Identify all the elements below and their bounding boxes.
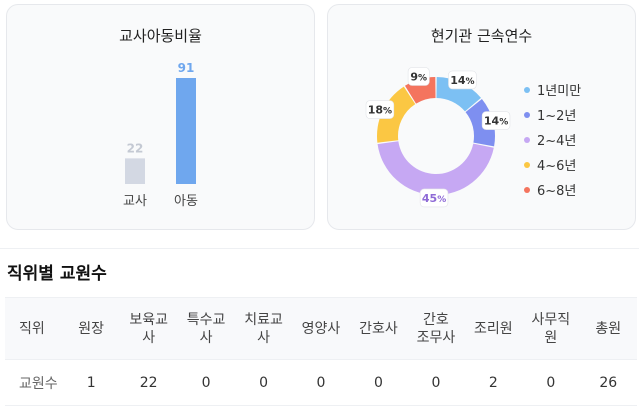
legend-item: 4~6년	[524, 152, 581, 177]
slice-value-label: 14%	[448, 70, 477, 90]
table-cell: 0	[292, 359, 350, 406]
tenure-donut-chart: 14% 14% 45% 18% 9%	[365, 67, 511, 208]
legend-item: 6~8년	[524, 177, 581, 202]
legend-item: 2~4년	[524, 127, 581, 152]
svg-text:9%: 9%	[410, 70, 427, 83]
bar-category-label: 아동	[174, 194, 198, 209]
donut-slice-1년미만	[436, 77, 482, 112]
table-cell: 1	[62, 359, 120, 406]
bar-value-label: 91	[178, 61, 195, 75]
row-label: 교원수	[5, 359, 63, 406]
donut-slice-4~6년	[377, 86, 416, 143]
legend-dot	[524, 161, 530, 168]
tenure-card: 현기관 근속연수 14% 14% 45% 18% 9% 1년미만 1~2년 2~4년 4~6년…	[327, 4, 636, 230]
slice-value-label: 18%	[365, 100, 395, 119]
donut-slice-2~4년	[377, 141, 494, 196]
svg-text:18%: 18%	[368, 104, 392, 117]
column-header: 간호 조무사	[407, 297, 465, 360]
table-cell: 0	[349, 359, 408, 406]
legend-dot	[524, 136, 530, 143]
svg-text:14%: 14%	[484, 115, 508, 128]
legend-label: 1년미만	[537, 84, 582, 99]
legend-dot	[524, 111, 530, 118]
tenure-legend: 1년미만 1~2년 2~4년 4~6년 6~8년	[524, 77, 581, 202]
column-header: 영양사	[292, 297, 350, 360]
donut-slice-1~2년	[465, 98, 495, 147]
legend-dot	[524, 86, 530, 93]
table-cell: 0	[407, 359, 465, 406]
slice-value-label: 9%	[407, 67, 430, 86]
legend-label: 4~6년	[537, 159, 577, 174]
teacher-child-ratio-card: 교사아동비율 22 교사 91 아동	[6, 4, 315, 230]
bar-교사	[125, 158, 145, 184]
legend-label: 6~8년	[537, 184, 577, 199]
column-header: 조리원	[464, 297, 523, 360]
table-cell: 2	[464, 359, 523, 406]
ratio-bar-chart: 22 교사 91 아동	[123, 61, 198, 209]
tenure-card-title: 현기관 근속연수	[430, 27, 533, 45]
column-header: 원장	[62, 297, 120, 360]
ratio-card-title: 교사아동비율	[119, 27, 202, 45]
column-header: 간호사	[349, 297, 408, 360]
bar-category-label: 교사	[123, 194, 147, 209]
column-header: 직위	[5, 297, 63, 360]
column-header: 사무직 원	[522, 297, 580, 360]
table-cell: 26	[579, 359, 637, 406]
svg-text:45%: 45%	[422, 192, 446, 205]
bar-아동	[176, 78, 196, 184]
column-header: 보육교 사	[119, 297, 178, 360]
column-header: 총원	[579, 297, 637, 360]
bar-value-label: 22	[127, 141, 144, 155]
legend-label: 2~4년	[537, 134, 577, 149]
staff-section-title: 직위별 교원수	[7, 264, 107, 284]
svg-text:14%: 14%	[450, 74, 474, 87]
table-cell: 22	[119, 359, 178, 406]
legend-item: 1년미만	[524, 77, 581, 102]
table-cell: 0	[234, 359, 293, 406]
staff-count-table: 직위 원장 보육교 사 특수교 사 치료교 사 영양사 간호사 간호 조무사 조리원 사무직 원 총원 교원수…	[5, 297, 637, 406]
section-divider	[0, 248, 639, 249]
slice-value-label: 45%	[419, 188, 449, 208]
table-cell: 0	[177, 359, 235, 406]
table-cell: 0	[522, 359, 580, 406]
legend-label: 1~2년	[537, 109, 577, 124]
column-header: 치료교 사	[234, 297, 293, 360]
legend-item: 1~2년	[524, 102, 581, 127]
table-header-row: 직위 원장 보육교 사 특수교 사 치료교 사 영양사 간호사 간호 조무사 조리원 사무직 원 총원	[5, 297, 637, 360]
slice-value-label: 14%	[481, 111, 511, 130]
legend-dot	[524, 186, 530, 193]
column-header: 특수교 사	[177, 297, 235, 360]
table-row: 교원수 1 22 0 0 0 0 0 2 0 26	[5, 359, 637, 406]
